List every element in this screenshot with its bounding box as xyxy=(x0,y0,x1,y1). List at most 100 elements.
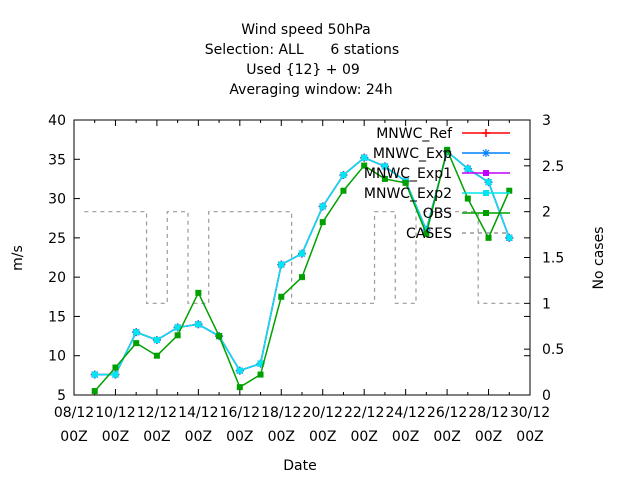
data-point-obs xyxy=(133,340,140,347)
x-tick-label-date: 26/12 xyxy=(427,405,467,421)
data-point-obs xyxy=(464,195,471,202)
x-tick-label-date: 16/12 xyxy=(220,405,260,421)
data-point-obs xyxy=(402,179,409,186)
data-point-obs xyxy=(257,371,264,378)
x-tick-label-hour: 00Z xyxy=(226,429,253,445)
series-mnwc-ref xyxy=(90,147,514,379)
series-obs xyxy=(91,146,513,395)
legend-label-mnwc-exp1: MNWC_Exp1 xyxy=(364,166,452,182)
title-line-3: Used {12} + 09 xyxy=(246,62,360,78)
legend-label-mnwc-ref: MNWC_Ref xyxy=(376,126,453,142)
y2-tick-label: 0 xyxy=(542,388,551,404)
data-point-obs xyxy=(153,352,160,359)
x-tick-label-date: 10/12 xyxy=(95,405,135,421)
data-point-mnwc-exp2 xyxy=(112,371,119,378)
data-point-obs xyxy=(195,289,202,296)
series-cases xyxy=(84,211,520,304)
x-tick-label-date: 08/12 xyxy=(54,405,94,421)
x-tick-label-hour: 00Z xyxy=(350,429,377,445)
title-line-1: Wind speed 50hPa xyxy=(241,22,370,38)
data-point-obs xyxy=(319,219,326,226)
x-tick-label-date: 20/12 xyxy=(303,405,343,421)
x-tick-label-hour: 00Z xyxy=(392,429,419,445)
legend: MNWC_Ref MNWC_Exp MNWC_Exp1 MNWC_Exp2 OBS CAS… xyxy=(364,126,510,242)
series-layer xyxy=(84,146,520,395)
data-point-mnwc-exp2 xyxy=(257,360,264,367)
data-point-mnwc-exp2 xyxy=(278,261,285,268)
data-point-mnwc-exp2 xyxy=(506,234,513,241)
legend-marker-obs xyxy=(483,210,489,216)
x-tick-label-hour: 00Z xyxy=(60,429,87,445)
data-point-obs xyxy=(506,187,513,194)
data-point-obs xyxy=(485,234,492,241)
legend-label-obs: OBS xyxy=(423,206,452,222)
y-axis-label: m/s xyxy=(10,245,26,271)
x-tick-label-date: 22/12 xyxy=(344,405,384,421)
data-point-mnwc-exp2 xyxy=(423,227,430,233)
data-point-mnwc-exp2 xyxy=(299,250,305,257)
x-tick-label-hour: 00Z xyxy=(185,429,212,445)
x-tick-label-date: 30/12 xyxy=(510,405,550,421)
y-tick-label: 5 xyxy=(57,388,66,404)
data-point-mnwc-exp2 xyxy=(319,203,326,210)
data-point-mnwc-exp2 xyxy=(174,324,181,331)
data-point-obs xyxy=(340,187,347,194)
y2-tick-label: 1 xyxy=(542,296,551,312)
data-point-mnwc-exp2 xyxy=(340,172,347,178)
y2-tick-label: 0.5 xyxy=(542,342,564,358)
chart-titles: Wind speed 50hPa Selection: ALL 6 statio… xyxy=(205,22,399,98)
x-tick-label-date: 18/12 xyxy=(261,405,301,421)
y-tick-label: 25 xyxy=(48,231,66,247)
y-tick-label: 10 xyxy=(48,349,66,365)
legend-marker-mnwc-exp1 xyxy=(483,170,489,176)
x-tick-label-hour: 00Z xyxy=(475,429,502,445)
x-tick-label-hour: 00Z xyxy=(143,429,170,445)
data-point-mnwc-exp2 xyxy=(381,163,388,170)
data-point-obs xyxy=(299,274,305,281)
y-tick-label: 15 xyxy=(48,309,66,325)
y2-tick-label: 1.5 xyxy=(542,251,564,267)
series-mnwc-exp1 xyxy=(91,148,513,378)
data-point-obs xyxy=(174,332,181,339)
series-mnwc-exp xyxy=(90,147,514,379)
x-tick-label-date: 14/12 xyxy=(178,405,218,421)
data-point-mnwc-exp2 xyxy=(133,329,140,336)
x-tick-label-date: 28/12 xyxy=(468,405,508,421)
data-point-obs xyxy=(278,293,285,300)
y2-tick-label: 2 xyxy=(542,205,551,221)
y-tick-label: 40 xyxy=(48,113,66,129)
legend-marker-mnwc-exp xyxy=(482,149,490,157)
data-point-mnwc-exp2 xyxy=(91,371,98,378)
series-mnwc-exp2 xyxy=(91,148,513,378)
legend-label-mnwc-exp2: MNWC_Exp2 xyxy=(364,186,452,202)
axes: 5 10 15 20 25 30 35 40 0 0.5 1 1.5 2 2.5 3 08/12 00Z 10/1… xyxy=(48,113,564,445)
x-tick-label-hour: 00Z xyxy=(433,429,460,445)
x-axis-label: Date xyxy=(283,458,316,474)
series-line-cases xyxy=(84,211,520,304)
x-tick-label-hour: 00Z xyxy=(268,429,295,445)
data-point-obs xyxy=(423,230,430,237)
legend-label-mnwc-exp: MNWC_Exp xyxy=(373,146,452,162)
data-point-mnwc-exp2 xyxy=(236,367,243,374)
y-tick-label: 35 xyxy=(48,152,66,168)
legend-label-cases: CASES xyxy=(406,226,452,242)
y2-tick-label: 2.5 xyxy=(542,159,564,175)
data-point-mnwc-exp2 xyxy=(361,154,368,161)
data-point-obs xyxy=(216,333,223,340)
data-point-obs xyxy=(361,162,368,169)
data-point-mnwc-exp2 xyxy=(485,179,492,186)
x-tick-label-date: 24/12 xyxy=(385,405,425,421)
x-tick-label-hour: 00Z xyxy=(309,429,336,445)
title-line-4: Averaging window: 24h xyxy=(229,82,392,98)
data-point-mnwc-exp2 xyxy=(153,337,160,343)
y-tick-label: 30 xyxy=(48,192,66,208)
legend-marker-mnwc-exp2 xyxy=(483,190,489,196)
data-point-obs xyxy=(444,146,451,153)
x-tick-label-date: 12/12 xyxy=(137,405,177,421)
title-line-2: Selection: ALL 6 stations xyxy=(205,42,399,58)
data-point-obs xyxy=(112,364,119,371)
data-point-mnwc-exp2 xyxy=(195,321,202,328)
x-tick-label-hour: 00Z xyxy=(102,429,129,445)
